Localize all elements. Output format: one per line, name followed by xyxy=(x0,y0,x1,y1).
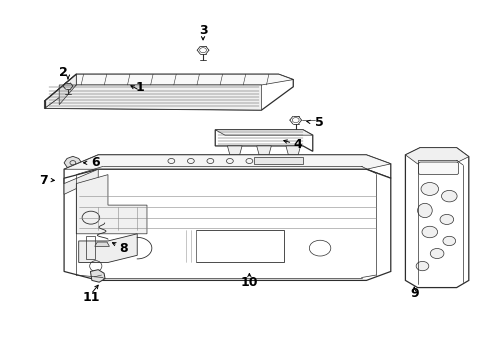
Polygon shape xyxy=(64,155,390,184)
Text: 3: 3 xyxy=(198,24,207,37)
Bar xyxy=(195,230,283,262)
Polygon shape xyxy=(44,85,261,110)
Polygon shape xyxy=(215,130,312,135)
Polygon shape xyxy=(76,74,293,85)
Polygon shape xyxy=(285,146,300,155)
Polygon shape xyxy=(64,169,390,280)
Text: 10: 10 xyxy=(240,276,258,289)
Polygon shape xyxy=(64,169,98,194)
Ellipse shape xyxy=(421,226,437,238)
Polygon shape xyxy=(90,270,105,282)
Text: 6: 6 xyxy=(91,156,100,169)
Bar xyxy=(86,235,95,259)
Polygon shape xyxy=(64,156,81,169)
Polygon shape xyxy=(95,242,109,246)
Text: 5: 5 xyxy=(315,116,323,129)
Text: 8: 8 xyxy=(119,242,127,255)
Polygon shape xyxy=(44,74,76,108)
Ellipse shape xyxy=(417,203,431,218)
Polygon shape xyxy=(256,146,271,155)
Polygon shape xyxy=(215,130,312,151)
Ellipse shape xyxy=(442,236,455,246)
Polygon shape xyxy=(227,146,242,155)
Text: 2: 2 xyxy=(59,66,67,79)
Ellipse shape xyxy=(420,183,438,195)
Ellipse shape xyxy=(439,215,453,225)
Polygon shape xyxy=(405,148,468,164)
Text: 4: 4 xyxy=(293,138,302,151)
FancyBboxPatch shape xyxy=(418,162,458,175)
Polygon shape xyxy=(76,175,147,234)
Polygon shape xyxy=(79,234,137,262)
Ellipse shape xyxy=(429,248,443,258)
Text: 7: 7 xyxy=(39,174,48,186)
Polygon shape xyxy=(254,157,303,164)
Text: 9: 9 xyxy=(409,287,418,300)
Polygon shape xyxy=(405,148,468,288)
Text: 11: 11 xyxy=(82,291,100,304)
Polygon shape xyxy=(59,85,76,105)
Polygon shape xyxy=(64,155,390,169)
Ellipse shape xyxy=(441,190,456,202)
Text: 1: 1 xyxy=(135,81,144,94)
Polygon shape xyxy=(44,74,293,110)
Ellipse shape xyxy=(415,261,428,271)
